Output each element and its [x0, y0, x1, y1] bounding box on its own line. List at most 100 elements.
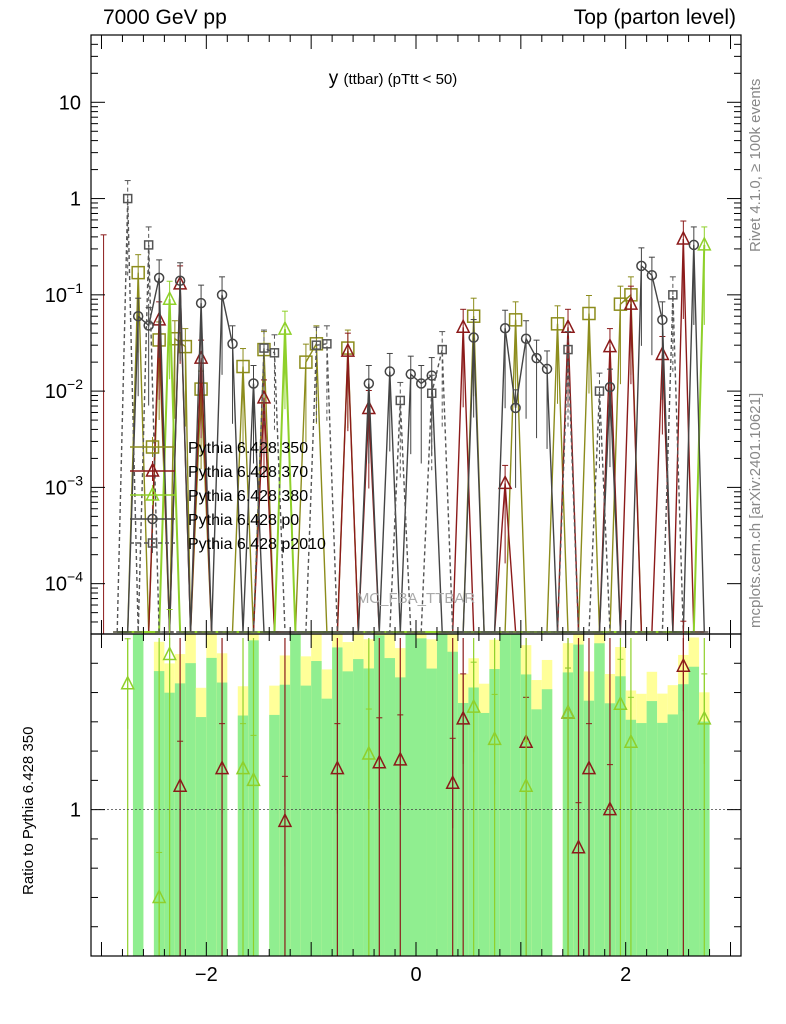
- ratio-band-green: [384, 658, 396, 956]
- data-point: [636, 260, 647, 272]
- ratio-band-green: [269, 714, 280, 956]
- ratio-band-green: [206, 657, 217, 956]
- ratio-band-green: [636, 723, 647, 956]
- data-point: [122, 193, 133, 204]
- ratio-band-green: [657, 722, 668, 956]
- data-point: [405, 368, 417, 380]
- data-point: [143, 240, 154, 250]
- data-point: [468, 332, 479, 343]
- ratio-band-green: [531, 709, 542, 956]
- legend-entry: Pythia 6.428 370: [188, 464, 308, 481]
- ratio-band-green: [667, 714, 679, 956]
- data-point: [563, 344, 573, 355]
- plot-title-sub: (ttbar) (pTtt < 50): [343, 71, 458, 88]
- data-point: [508, 313, 523, 327]
- y-tick-label: 10: [59, 92, 81, 114]
- data-point: [195, 297, 207, 309]
- data-point: [322, 339, 332, 349]
- data-point: [455, 318, 471, 334]
- ratio-band-green: [342, 671, 354, 956]
- y-tick-label: 10−4: [45, 569, 83, 596]
- data-point: [499, 322, 511, 334]
- data-point: [676, 230, 691, 245]
- ratio-band-green: [436, 634, 448, 956]
- data-point: [697, 236, 712, 251]
- ratio-band-green: [353, 659, 364, 956]
- data-point: [132, 310, 144, 322]
- data-point: [550, 317, 565, 331]
- ratio-band-green: [321, 698, 333, 956]
- ratio-point: [235, 759, 251, 775]
- ratio-band-green: [646, 701, 658, 956]
- data-point: [153, 272, 165, 284]
- legend-entry: Pythia 6.428 380: [188, 488, 308, 505]
- legend-entry: Pythia 6.428 350: [188, 440, 308, 457]
- ratio-point: [214, 759, 230, 775]
- data-point: [299, 355, 313, 369]
- data-point: [236, 359, 250, 374]
- data-point: [437, 344, 447, 355]
- data-point: [162, 290, 177, 305]
- x-tick-label: 2: [620, 964, 631, 986]
- legend-entry: Pythia 6.428 p0: [188, 512, 299, 529]
- ratio-band-green: [594, 643, 605, 956]
- legend-entry: Pythia 6.428 p2010: [188, 536, 326, 553]
- data-point: [623, 295, 639, 310]
- ratio-point: [697, 710, 712, 725]
- ratio-band-green: [300, 685, 312, 956]
- ratio-band-green: [426, 668, 437, 956]
- data-point: [602, 337, 618, 353]
- ratio-point: [330, 759, 345, 775]
- ratio-point: [487, 730, 502, 746]
- ratio-band-green: [311, 661, 322, 956]
- data-point: [174, 275, 186, 287]
- ratio-point: [602, 800, 618, 816]
- ratio-point: [246, 771, 261, 787]
- ratio-band-green: [478, 712, 490, 956]
- data-point: [269, 348, 280, 358]
- ratio-point: [466, 698, 481, 713]
- legend-marker: [145, 462, 160, 477]
- data-point: [688, 239, 700, 251]
- ratio-point: [613, 695, 628, 711]
- watermark: MC_FBA_TTBAR: [357, 590, 476, 607]
- y-tick-label: 10−3: [45, 472, 83, 499]
- x-tick-label: 0: [410, 964, 421, 986]
- data-point: [277, 320, 293, 335]
- data-point: [395, 395, 406, 406]
- ratio-point: [393, 751, 408, 766]
- ratio-point: [120, 675, 135, 690]
- ratio-point: [455, 710, 471, 725]
- legend-marker: [147, 513, 158, 525]
- ratio-band-green: [688, 666, 700, 956]
- ratio-band-green: [290, 634, 301, 956]
- ratio-point: [623, 733, 639, 749]
- ratio-band-green: [416, 638, 427, 956]
- data-point: [178, 339, 193, 354]
- data-point: [259, 343, 269, 353]
- y-tick-label: 10−2: [45, 376, 83, 403]
- data-point: [426, 388, 437, 399]
- ratio-y-tick-label: 1: [70, 800, 81, 822]
- ratio-band-green: [132, 634, 144, 956]
- data-point: [384, 366, 396, 377]
- ratio-point: [162, 645, 177, 661]
- data-point: [415, 378, 427, 389]
- ratio-point: [571, 839, 586, 854]
- header-left: 7000 GeV pp: [103, 6, 227, 29]
- ratio-point: [277, 812, 293, 828]
- ratio-point: [560, 704, 576, 719]
- data-point: [340, 342, 356, 357]
- ratio-band-green: [541, 689, 553, 956]
- ratio-band-green: [510, 634, 521, 956]
- legend-marker: [147, 538, 158, 548]
- ratio-point: [445, 774, 460, 790]
- y-tick-label: 1: [70, 189, 81, 211]
- header-right: Top (parton level): [573, 6, 736, 29]
- data-point: [248, 378, 259, 389]
- data-point: [363, 378, 375, 389]
- ratio-band-green: [195, 717, 207, 956]
- data-point: [582, 306, 596, 321]
- legend-marker: [145, 486, 160, 501]
